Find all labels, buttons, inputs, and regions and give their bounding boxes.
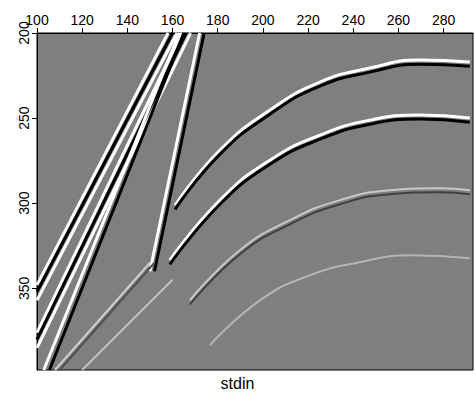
svg-text:220: 220 [296,12,320,28]
svg-text:280: 280 [432,12,456,28]
svg-text:200: 200 [251,12,275,28]
svg-text:120: 120 [71,12,95,28]
svg-text:300: 300 [16,191,32,215]
svg-text:100: 100 [25,12,49,28]
svg-text:350: 350 [16,276,32,300]
svg-text:140: 140 [116,12,140,28]
svg-text:180: 180 [206,12,230,28]
svg-text:160: 160 [161,12,185,28]
svg-text:260: 260 [387,12,411,28]
svg-text:200: 200 [16,21,32,45]
svg-text:250: 250 [16,106,32,130]
svg-text:stdin: stdin [221,375,255,392]
svg-text:240: 240 [342,12,366,28]
